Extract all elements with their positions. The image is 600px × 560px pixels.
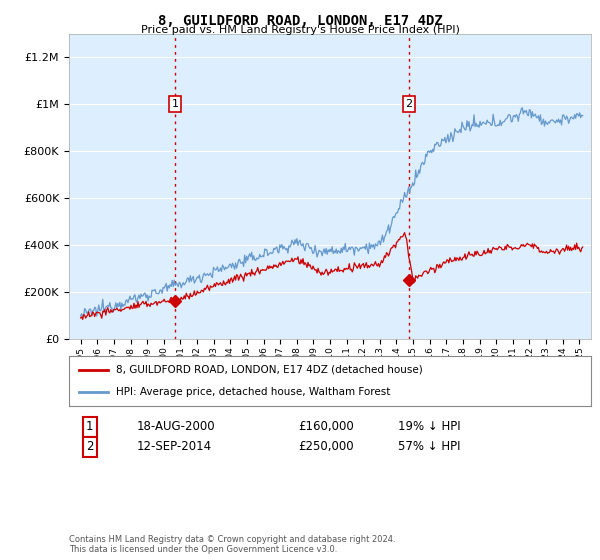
Text: £160,000: £160,000 (299, 420, 355, 433)
Text: 57% ↓ HPI: 57% ↓ HPI (398, 440, 460, 453)
Text: HPI: Average price, detached house, Waltham Forest: HPI: Average price, detached house, Walt… (116, 387, 391, 397)
Text: 8, GUILDFORD ROAD, LONDON, E17 4DZ (detached house): 8, GUILDFORD ROAD, LONDON, E17 4DZ (deta… (116, 365, 423, 375)
Text: Price paid vs. HM Land Registry's House Price Index (HPI): Price paid vs. HM Land Registry's House … (140, 25, 460, 35)
Text: 1: 1 (86, 420, 94, 433)
Text: Contains HM Land Registry data © Crown copyright and database right 2024.
This d: Contains HM Land Registry data © Crown c… (69, 535, 395, 554)
Text: 2: 2 (86, 440, 94, 453)
Text: 19% ↓ HPI: 19% ↓ HPI (398, 420, 460, 433)
Text: 18-AUG-2000: 18-AUG-2000 (137, 420, 215, 433)
Text: 1: 1 (172, 99, 178, 109)
Text: 2: 2 (406, 99, 413, 109)
Text: 8, GUILDFORD ROAD, LONDON, E17 4DZ: 8, GUILDFORD ROAD, LONDON, E17 4DZ (158, 14, 442, 28)
Text: £250,000: £250,000 (299, 440, 355, 453)
Text: 12-SEP-2014: 12-SEP-2014 (137, 440, 212, 453)
